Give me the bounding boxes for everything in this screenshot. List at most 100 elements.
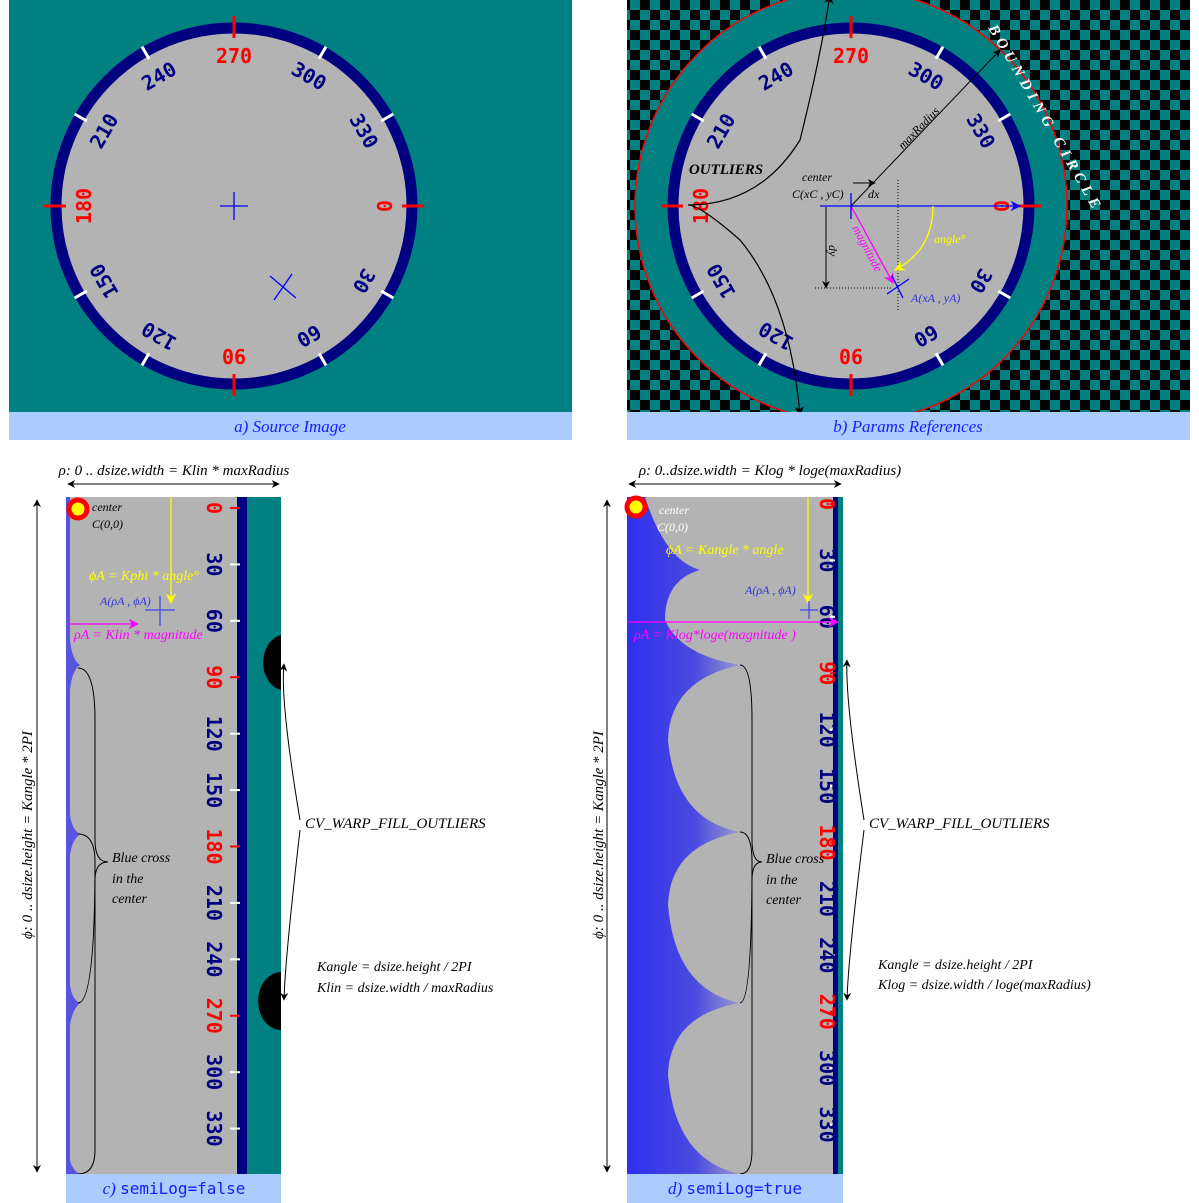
scale-label: 210 <box>202 885 226 921</box>
ring-strip <box>237 497 247 1174</box>
height-label: ϕ: 0 .. dsize.height = Kangle * 2PI <box>20 730 36 939</box>
rho-formula: ρA = Klin * magnitude <box>73 628 203 643</box>
caption-bar <box>627 412 1190 440</box>
dial-tick <box>317 352 328 367</box>
caption-b: b) Params References <box>833 417 983 436</box>
scale-label: 270 <box>815 994 839 1030</box>
scale-label: 30 <box>202 552 226 576</box>
rho-formula: ρA = Klog*loge(magnitude ) <box>633 628 796 643</box>
blue-cross-brace <box>739 664 763 1175</box>
scale-label: 270 <box>202 998 226 1034</box>
dy-label: dy <box>826 245 840 257</box>
blue-cross-brace <box>739 831 753 1004</box>
blue-cross-line2: in the <box>766 873 798 888</box>
dial-tick <box>380 112 395 123</box>
dial-label: 90 <box>222 344 246 368</box>
dial-tick <box>934 45 945 60</box>
dial-label: 90 <box>839 344 863 368</box>
scale-label: 210 <box>815 881 839 917</box>
height-label: ϕ: 0 .. dsize.height = Kangle * 2PI <box>591 730 607 939</box>
fill-outliers-label: CV_WARP_FILL_OUTLIERS <box>869 816 1050 832</box>
point-a-label: A(xA , yA) <box>910 291 960 305</box>
magnitude-arrow <box>850 205 894 284</box>
point-a-cross-icon <box>269 273 297 301</box>
blue-cross-line1: Blue cross <box>766 852 825 867</box>
scale-label: 330 <box>202 1111 226 1147</box>
caption-c: c) semiLog=false <box>103 1179 246 1198</box>
angle-scale: 0 30 60 90 120 150 180 210 240 270 300 330 <box>815 498 839 1143</box>
outlier-black <box>263 635 281 690</box>
dial-label: 270 <box>216 44 252 68</box>
width-label: ρ: 0..dsize.width = Klog * loge(maxRadiu… <box>638 463 901 479</box>
point-a-cross-icon <box>800 601 818 619</box>
max-radius-arrow <box>850 49 1001 207</box>
center-coord: C(0,0) <box>92 517 123 531</box>
blue-cross-line3: center <box>766 893 802 908</box>
klin-formula: Klin = dsize.width / maxRadius <box>316 981 494 996</box>
fill-outliers-arrow <box>842 659 865 821</box>
scale-label: 180 <box>815 824 839 860</box>
dial-tick <box>690 112 705 123</box>
teal-strip <box>247 497 281 1174</box>
center-label: center <box>659 503 689 517</box>
angle-scale: 0 30 60 90 120 150 180 210 240 270 300 330 <box>202 502 240 1147</box>
panel-c-linear-polar: ρ: 0 .. dsize.width = Klin * maxRadius ϕ… <box>20 463 494 1203</box>
scale-label: 330 <box>815 1107 839 1143</box>
scale-label: 0 <box>202 502 226 514</box>
scale-label: 30 <box>815 548 839 572</box>
center-label: center <box>802 170 832 184</box>
dial-tick <box>317 45 328 60</box>
scale-label: 150 <box>815 768 839 804</box>
blue-cross-line2: in the <box>112 872 144 887</box>
scale-label: 300 <box>202 1054 226 1090</box>
caption-a: a) Source Image <box>234 417 346 436</box>
panel-d-semilog-polar: ρ: 0..dsize.width = Klog * loge(maxRadiu… <box>591 463 1091 1203</box>
dial-tick <box>140 352 151 367</box>
outlier-black <box>258 972 281 1030</box>
outliers-arrow <box>687 0 834 412</box>
outlier-fill <box>627 497 740 1174</box>
fill-outliers-arrow <box>280 829 301 1001</box>
point-a-label: A(ρA , ϕA) <box>99 594 151 608</box>
angle-arc <box>894 205 934 271</box>
center-cross-icon <box>220 192 248 220</box>
dial-label: 0 <box>372 200 396 212</box>
scale-label: 120 <box>815 712 839 748</box>
origin-marker-icon <box>66 497 90 521</box>
caption-bar <box>66 1174 281 1203</box>
dial-tick <box>997 112 1012 123</box>
dial-tick <box>73 112 88 123</box>
kangle-formula: Kangle = dsize.height / 2PI <box>877 958 1034 973</box>
blue-cross-line1: Blue cross <box>112 851 171 866</box>
dial-tick <box>73 289 88 300</box>
scale-label: 180 <box>202 828 226 864</box>
dial-tick <box>140 45 151 60</box>
ring-strip <box>833 497 838 1174</box>
dial-tick <box>380 289 395 300</box>
kangle-formula: Kangle = dsize.height / 2PI <box>316 960 473 975</box>
center-label: center <box>92 500 122 514</box>
fill-outliers-arrow <box>843 829 865 1001</box>
scale-label: 300 <box>815 1050 839 1086</box>
scale-label: 90 <box>815 661 839 685</box>
dial-tick <box>757 45 768 60</box>
teal-strip <box>838 497 843 1174</box>
dial-tick <box>934 352 945 367</box>
point-a-label: A(ρA , ϕA) <box>744 583 796 597</box>
fill-outliers-arrow <box>279 663 301 821</box>
angle-label: angle° <box>934 232 966 246</box>
caption-bar <box>627 1174 843 1203</box>
center-coord: C(xC , yC) <box>792 187 844 201</box>
scale-label: 150 <box>202 772 226 808</box>
scale-label: 60 <box>202 609 226 633</box>
dial-tick <box>690 289 705 300</box>
outliers-label: OUTLIERS <box>689 162 763 178</box>
fill-outliers-label: CV_WARP_FILL_OUTLIERS <box>305 816 486 832</box>
blue-cross-line3: center <box>112 892 148 907</box>
outlier-fill <box>66 497 80 1174</box>
dx-label: dx <box>868 187 880 201</box>
origin-marker-icon <box>624 495 648 519</box>
